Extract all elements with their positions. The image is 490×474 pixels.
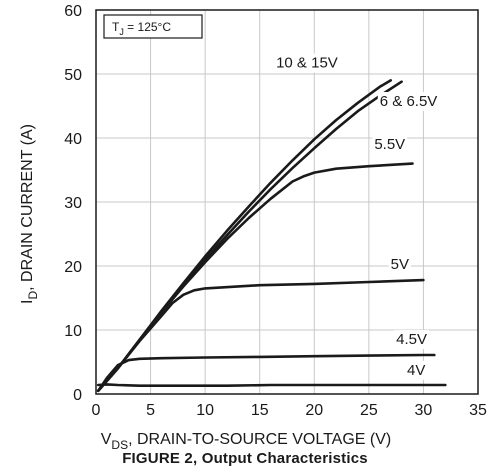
curve-label-bg <box>377 92 440 111</box>
curve-label: 10 & 15V <box>276 55 338 72</box>
condition-rest: = 125°C <box>124 20 171 34</box>
x-tick-label: 35 <box>469 402 487 419</box>
x-tick-label: 5 <box>146 402 155 419</box>
condition-box-frame <box>103 14 203 39</box>
curve-label: 5.5V <box>374 136 405 153</box>
y-tick-label: 20 <box>64 259 82 276</box>
curve-10-15V <box>96 79 392 393</box>
curve-5V <box>96 278 425 393</box>
curve-4V <box>96 383 447 387</box>
x-tick-label: 20 <box>305 402 323 419</box>
curve-6-6-5V <box>96 80 403 393</box>
condition-box: TJ = 125°C <box>103 14 203 39</box>
curve-label: 6 & 6.5V <box>380 93 438 110</box>
condition-sub: J <box>119 27 124 37</box>
curve-label-bg <box>394 330 430 350</box>
y-tick-labels: 0 10 20 30 40 50 60 <box>64 3 82 404</box>
condition-main: T <box>112 20 120 34</box>
y-axis-title-rest: , DRAIN CURRENT (A) <box>19 124 36 291</box>
y-tick-label: 30 <box>64 195 82 212</box>
plot-frame <box>95 9 479 395</box>
x-axis-title: VDS, DRAIN-TO-SOURCE VOLTAGE (V) <box>101 431 391 452</box>
condition-text: TJ = 125°C <box>112 20 171 37</box>
curve-label-bg <box>388 255 412 275</box>
curve-label: 4V <box>407 362 425 379</box>
y-tick-label: 50 <box>64 67 82 84</box>
y-axis-title-sub: D <box>26 291 40 300</box>
y-tick-label: 40 <box>64 131 82 148</box>
curve-labels: 10 & 15V 6 & 6.5V 5.5V 5V 4.5V 4V <box>274 53 440 380</box>
curve-label: 4.5V <box>396 331 427 348</box>
x-tick-label: 10 <box>196 402 214 419</box>
curve-label-bg <box>274 53 340 73</box>
x-tick-label: 25 <box>360 402 378 419</box>
grid-lines <box>96 10 478 394</box>
curve-label-bg <box>372 134 408 154</box>
x-tick-label: 0 <box>92 402 101 419</box>
x-axis-title-rest: , DRAIN-TO-SOURCE VOLTAGE (V) <box>128 431 391 448</box>
x-tick-label: 30 <box>415 402 433 419</box>
y-tick-label: 60 <box>64 3 82 20</box>
x-axis-title-sub: DS <box>111 438 128 452</box>
curves <box>96 79 447 393</box>
curve-5-5V <box>96 162 414 393</box>
y-axis-title: ID, DRAIN CURRENT (A) <box>19 124 40 304</box>
y-tick-label: 10 <box>64 323 82 340</box>
y-axis-title-main: I <box>19 300 36 304</box>
x-axis-title-main: V <box>101 431 112 448</box>
curve-label: 5V <box>391 256 409 273</box>
curve-label-bg <box>405 360 428 380</box>
y-tick-label: 0 <box>73 387 82 404</box>
figure-caption: FIGURE 2, Output Characteristics <box>122 450 368 467</box>
x-tick-labels: 0 5 10 15 20 25 30 35 <box>92 402 487 419</box>
x-tick-label: 15 <box>251 402 269 419</box>
curve-4-5V <box>96 353 436 393</box>
